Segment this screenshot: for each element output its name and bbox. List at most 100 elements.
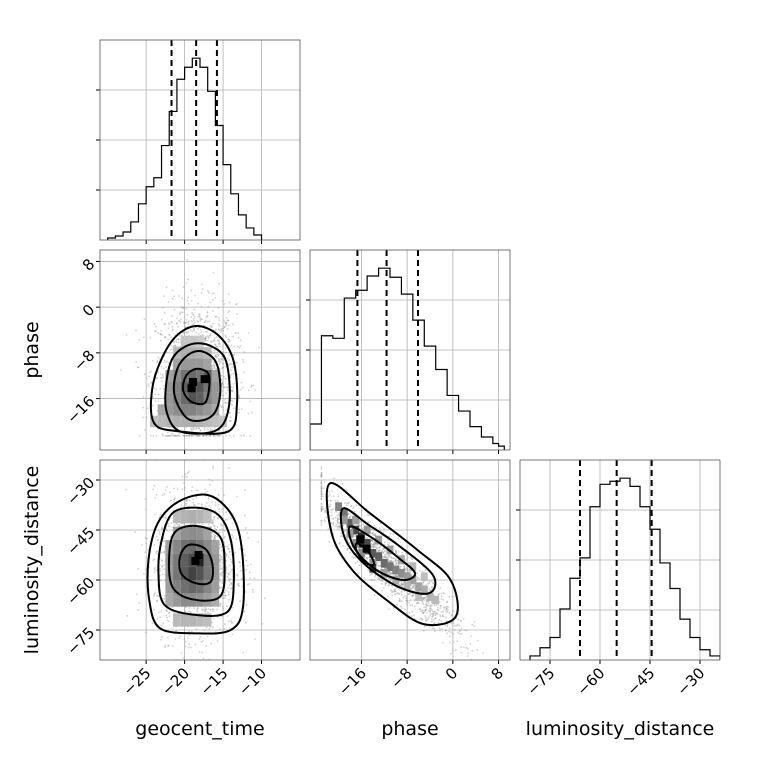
sample-point <box>150 382 153 384</box>
sample-point <box>158 531 161 533</box>
sample-point <box>185 331 188 334</box>
sample-point <box>222 386 225 388</box>
sample-point <box>338 543 341 545</box>
sample-point <box>430 604 433 607</box>
sample-point <box>184 606 187 609</box>
sample-point <box>391 594 394 597</box>
sample-point <box>242 651 245 654</box>
sample-point <box>192 498 194 500</box>
sample-point <box>176 317 178 320</box>
density-cell <box>173 392 181 405</box>
sample-point <box>204 610 206 613</box>
sample-point <box>336 526 339 529</box>
sample-point <box>320 498 323 501</box>
sample-point <box>183 434 185 437</box>
sample-point <box>327 528 330 530</box>
sample-point <box>374 533 377 536</box>
sample-point <box>221 382 223 385</box>
sample-point <box>186 299 189 302</box>
sample-point <box>211 531 214 534</box>
sample-point <box>349 515 351 518</box>
density-cell <box>188 335 197 348</box>
density-cell <box>203 540 212 554</box>
sample-point <box>201 318 203 321</box>
sample-point <box>226 402 228 405</box>
sample-point <box>167 338 169 341</box>
sample-point <box>220 374 223 377</box>
sample-point <box>382 547 385 550</box>
sample-point <box>140 544 143 546</box>
sample-point <box>227 324 230 326</box>
sample-point <box>430 618 433 621</box>
sample-point <box>220 406 223 409</box>
sample-point <box>373 540 376 543</box>
sample-point <box>435 604 438 607</box>
sample-point <box>189 610 192 613</box>
sample-point <box>177 325 180 328</box>
sample-point <box>226 518 229 521</box>
sample-point <box>377 550 379 553</box>
sample-point <box>345 527 348 530</box>
sample-point <box>193 315 196 318</box>
sample-point <box>164 336 167 339</box>
sample-point <box>332 507 335 510</box>
sample-point <box>211 501 213 504</box>
sample-point <box>421 597 424 600</box>
sample-point <box>231 633 234 636</box>
sample-point <box>424 569 427 572</box>
sample-point <box>209 340 212 343</box>
sample-point <box>378 546 381 549</box>
sample-point <box>427 582 429 585</box>
sample-point <box>224 545 227 548</box>
sample-point <box>224 322 227 325</box>
sample-point <box>384 584 387 587</box>
sample-point <box>219 580 222 583</box>
sample-point <box>173 487 175 490</box>
sample-point <box>208 478 211 481</box>
sample-point <box>384 567 387 570</box>
sample-point <box>182 321 185 324</box>
density-cell <box>173 510 181 524</box>
density-cell <box>188 566 197 580</box>
sample-point <box>200 331 203 334</box>
sample-point <box>177 434 179 437</box>
sample-point <box>220 545 223 548</box>
sample-point <box>467 652 469 654</box>
sample-point <box>372 545 375 548</box>
sample-point <box>381 550 383 553</box>
sample-point <box>388 571 391 573</box>
sample-point <box>397 537 400 540</box>
sample-point <box>167 645 169 647</box>
density-peak-marker <box>187 384 196 393</box>
sample-point <box>410 556 413 559</box>
sample-point <box>436 606 439 609</box>
sample-point <box>320 487 323 490</box>
sample-point <box>378 577 381 580</box>
sample-point <box>405 611 408 614</box>
sample-point <box>161 636 164 638</box>
sample-point <box>151 622 154 625</box>
sample-point <box>188 643 191 646</box>
sample-point <box>227 544 230 546</box>
sample-point <box>195 489 197 492</box>
sample-point <box>449 652 452 655</box>
sample-point <box>194 523 197 526</box>
sample-point <box>165 529 168 532</box>
sample-point <box>222 386 225 389</box>
sample-point <box>403 566 406 568</box>
sample-point <box>195 427 198 430</box>
sample-point <box>435 612 438 615</box>
sample-point <box>463 629 466 632</box>
sample-point <box>221 362 224 365</box>
sample-point <box>432 579 435 582</box>
sample-point <box>163 600 166 603</box>
density-cell <box>203 566 212 580</box>
sample-point <box>320 495 323 497</box>
sample-point <box>345 489 348 492</box>
sample-point <box>158 516 161 519</box>
sample-point <box>224 535 226 538</box>
sample-point <box>225 378 228 380</box>
sample-point <box>184 610 187 613</box>
sample-point <box>422 597 425 600</box>
sample-point <box>443 608 446 610</box>
